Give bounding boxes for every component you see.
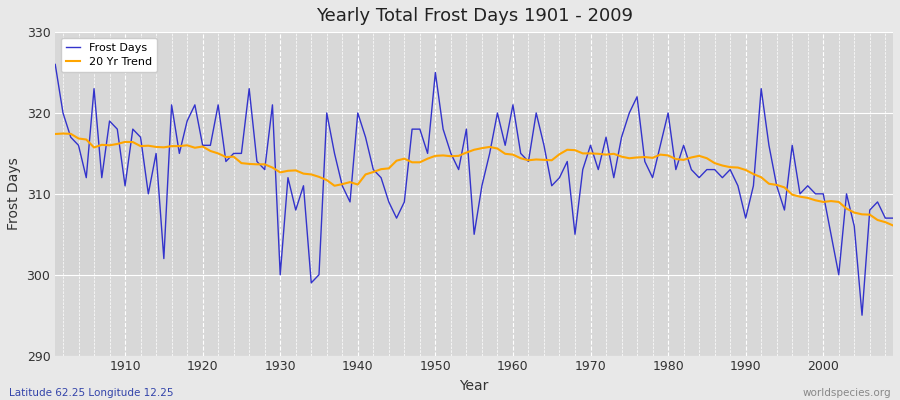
20 Yr Trend [887,223,898,228]
Y-axis label: Frost Days: Frost Days [7,158,21,230]
Line: Frost Days: Frost Days [55,64,893,315]
Title: Yearly Total Frost Days 1901 - 2009: Yearly Total Frost Days 1901 - 2009 [316,7,633,25]
20 Yr Trend [50,132,60,136]
20 Yr Trend [291,168,302,173]
Text: Latitude 62.25 Longitude 12.25: Latitude 62.25 Longitude 12.25 [9,388,174,398]
Frost Days [600,135,611,140]
20 Yr Trend [120,140,130,144]
20 Yr Trend [58,131,68,136]
Frost Days [50,62,60,67]
20 Yr Trend [516,156,526,161]
X-axis label: Year: Year [460,379,489,393]
Frost Days [112,127,122,132]
Frost Days [887,216,898,220]
Bar [55,113,893,275]
20 Yr Trend [508,152,518,157]
Frost Days [329,151,340,156]
Legend: Frost Days, 20 Yr Trend: Frost Days, 20 Yr Trend [61,38,158,72]
Frost Days [500,143,510,148]
Frost Days [508,102,518,107]
20 Yr Trend [608,152,619,156]
Line: 20 Yr Trend: 20 Yr Trend [55,134,893,226]
Frost Days [857,313,868,318]
Text: worldspecies.org: worldspecies.org [803,388,891,398]
20 Yr Trend [337,182,347,186]
Frost Days [283,175,293,180]
